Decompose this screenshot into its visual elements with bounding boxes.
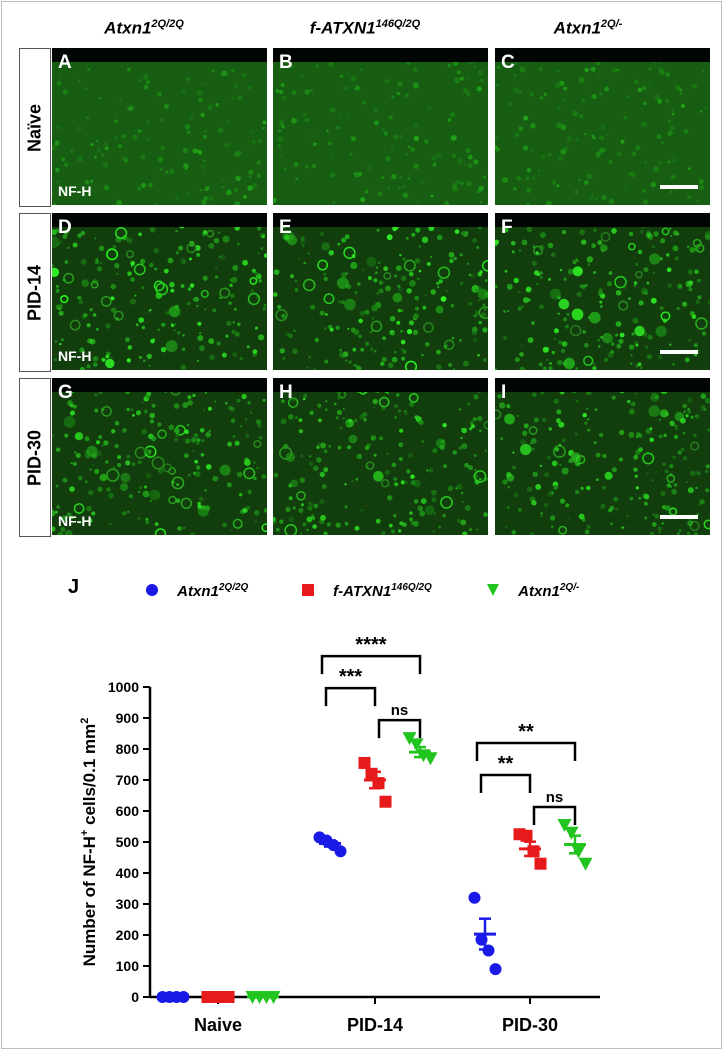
tissue-edge: [52, 213, 267, 227]
significance-bracket: [475, 741, 577, 761]
column-title: Atxn12Q/2Q: [104, 18, 184, 38]
micrograph-panel: I: [495, 378, 710, 535]
tissue-edge: [273, 378, 488, 392]
micrograph-panel: A NF-H: [52, 48, 267, 205]
panel-letter-j: J: [68, 576, 80, 598]
fluorescence-texture: [52, 213, 267, 370]
scatter-chart: 0 100 200 300 400 500 600 700 800 900 1000 Naive PID…: [79, 634, 600, 1035]
data-point: [409, 738, 424, 752]
row-label: Naïve: [19, 48, 51, 207]
data-point: [358, 756, 371, 769]
panel-letter: C: [501, 52, 515, 73]
tissue-edge: [495, 378, 710, 392]
scale-bar: [660, 350, 698, 354]
micrograph-panel: D NF-H: [52, 213, 267, 370]
stain-label: NF-H: [58, 513, 92, 529]
data-point: [402, 732, 417, 746]
data-point: [489, 963, 502, 976]
significance-bracket: [324, 686, 377, 707]
column-title: Atxn12Q/-: [553, 18, 623, 38]
y-tick-label: 800: [116, 741, 140, 757]
row-label: PID-30: [19, 378, 51, 537]
data-point: [379, 795, 392, 808]
x-tick-label: PID-14: [347, 1015, 403, 1035]
x-tick-label: PID-30: [502, 1015, 558, 1035]
data-point: [534, 857, 547, 870]
legend-marker-circle: [146, 584, 158, 596]
stain-label: NF-H: [58, 183, 92, 199]
tissue-edge: [495, 48, 710, 62]
panel-letter: G: [58, 382, 73, 403]
micrograph-panel: F: [495, 213, 710, 370]
y-tick-label: 100: [116, 958, 140, 974]
tissue-edge: [495, 213, 710, 227]
panel-letter: E: [279, 217, 292, 238]
panel-letter: H: [279, 382, 293, 403]
data-point: [578, 857, 593, 871]
data-point: [468, 891, 481, 904]
y-tick-label: 200: [116, 927, 140, 943]
panel-letter: A: [58, 52, 72, 73]
y-tick-label: 300: [116, 896, 140, 912]
legend-marker-square: [302, 584, 314, 596]
panel-letter: I: [501, 382, 507, 403]
legend-item: f-ATXN1146Q/2Q: [301, 582, 432, 600]
fluorescence-texture: [495, 48, 710, 205]
x-tick-label: Naive: [194, 1015, 242, 1035]
y-tick-label: 0: [131, 989, 139, 1005]
legend-marker-triangle: [487, 584, 499, 596]
y-tick-label: 700: [116, 772, 140, 788]
y-axis-label: Number of NF-H+ cells/0.1 mm2: [79, 718, 99, 967]
data-point: [520, 829, 533, 842]
micrograph-panel: H: [273, 378, 488, 535]
y-tick-label: 900: [116, 710, 140, 726]
micrograph-panel: B: [273, 48, 488, 205]
significance-label: ns: [391, 702, 409, 719]
fluorescence-texture: [495, 213, 710, 370]
significance-label: ***: [339, 666, 363, 688]
data-point: [564, 826, 579, 840]
fluorescence-texture: [52, 48, 267, 205]
significance-bracket: [532, 805, 577, 825]
scale-bar: [660, 185, 698, 189]
y-tick-label: 600: [116, 803, 140, 819]
fluorescence-texture: [273, 213, 488, 370]
y-tick-label: 400: [116, 865, 140, 881]
y-tick-label: 1000: [108, 679, 139, 695]
data-point: [571, 845, 586, 859]
legend-item: Atxn12Q/-: [486, 582, 579, 600]
fluorescence-texture: [273, 48, 488, 205]
row-label: PID-14: [19, 213, 51, 372]
data-point: [334, 845, 347, 858]
significance-label: **: [498, 753, 514, 775]
significance-label: ns: [546, 789, 564, 806]
tissue-edge: [52, 48, 267, 62]
significance-bracket: [377, 718, 422, 739]
panel-letter: F: [501, 217, 513, 238]
micrograph-panel: E: [273, 213, 488, 370]
scale-bar: [660, 515, 698, 519]
significance-bracket: [479, 773, 532, 793]
micrograph-panel: C: [495, 48, 710, 205]
stain-label: NF-H: [58, 348, 92, 364]
tissue-edge: [273, 48, 488, 62]
legend-item: Atxn12Q/2Q: [145, 582, 248, 600]
fluorescence-texture: [273, 378, 488, 535]
micrograph-panel: G NF-H: [52, 378, 267, 535]
data-point: [557, 818, 572, 832]
panel-letter: D: [58, 217, 72, 238]
tissue-edge: [52, 378, 267, 392]
panel-letter: B: [279, 52, 293, 73]
data-point: [423, 752, 438, 766]
fluorescence-texture: [495, 378, 710, 535]
significance-label: ****: [355, 634, 386, 656]
fluorescence-texture: [52, 378, 267, 535]
significance-label: **: [518, 721, 534, 743]
tissue-edge: [273, 213, 488, 227]
column-title: f-ATXN1146Q/2Q: [309, 18, 421, 38]
y-tick-label: 500: [116, 834, 140, 850]
significance-bracket: [320, 654, 422, 675]
